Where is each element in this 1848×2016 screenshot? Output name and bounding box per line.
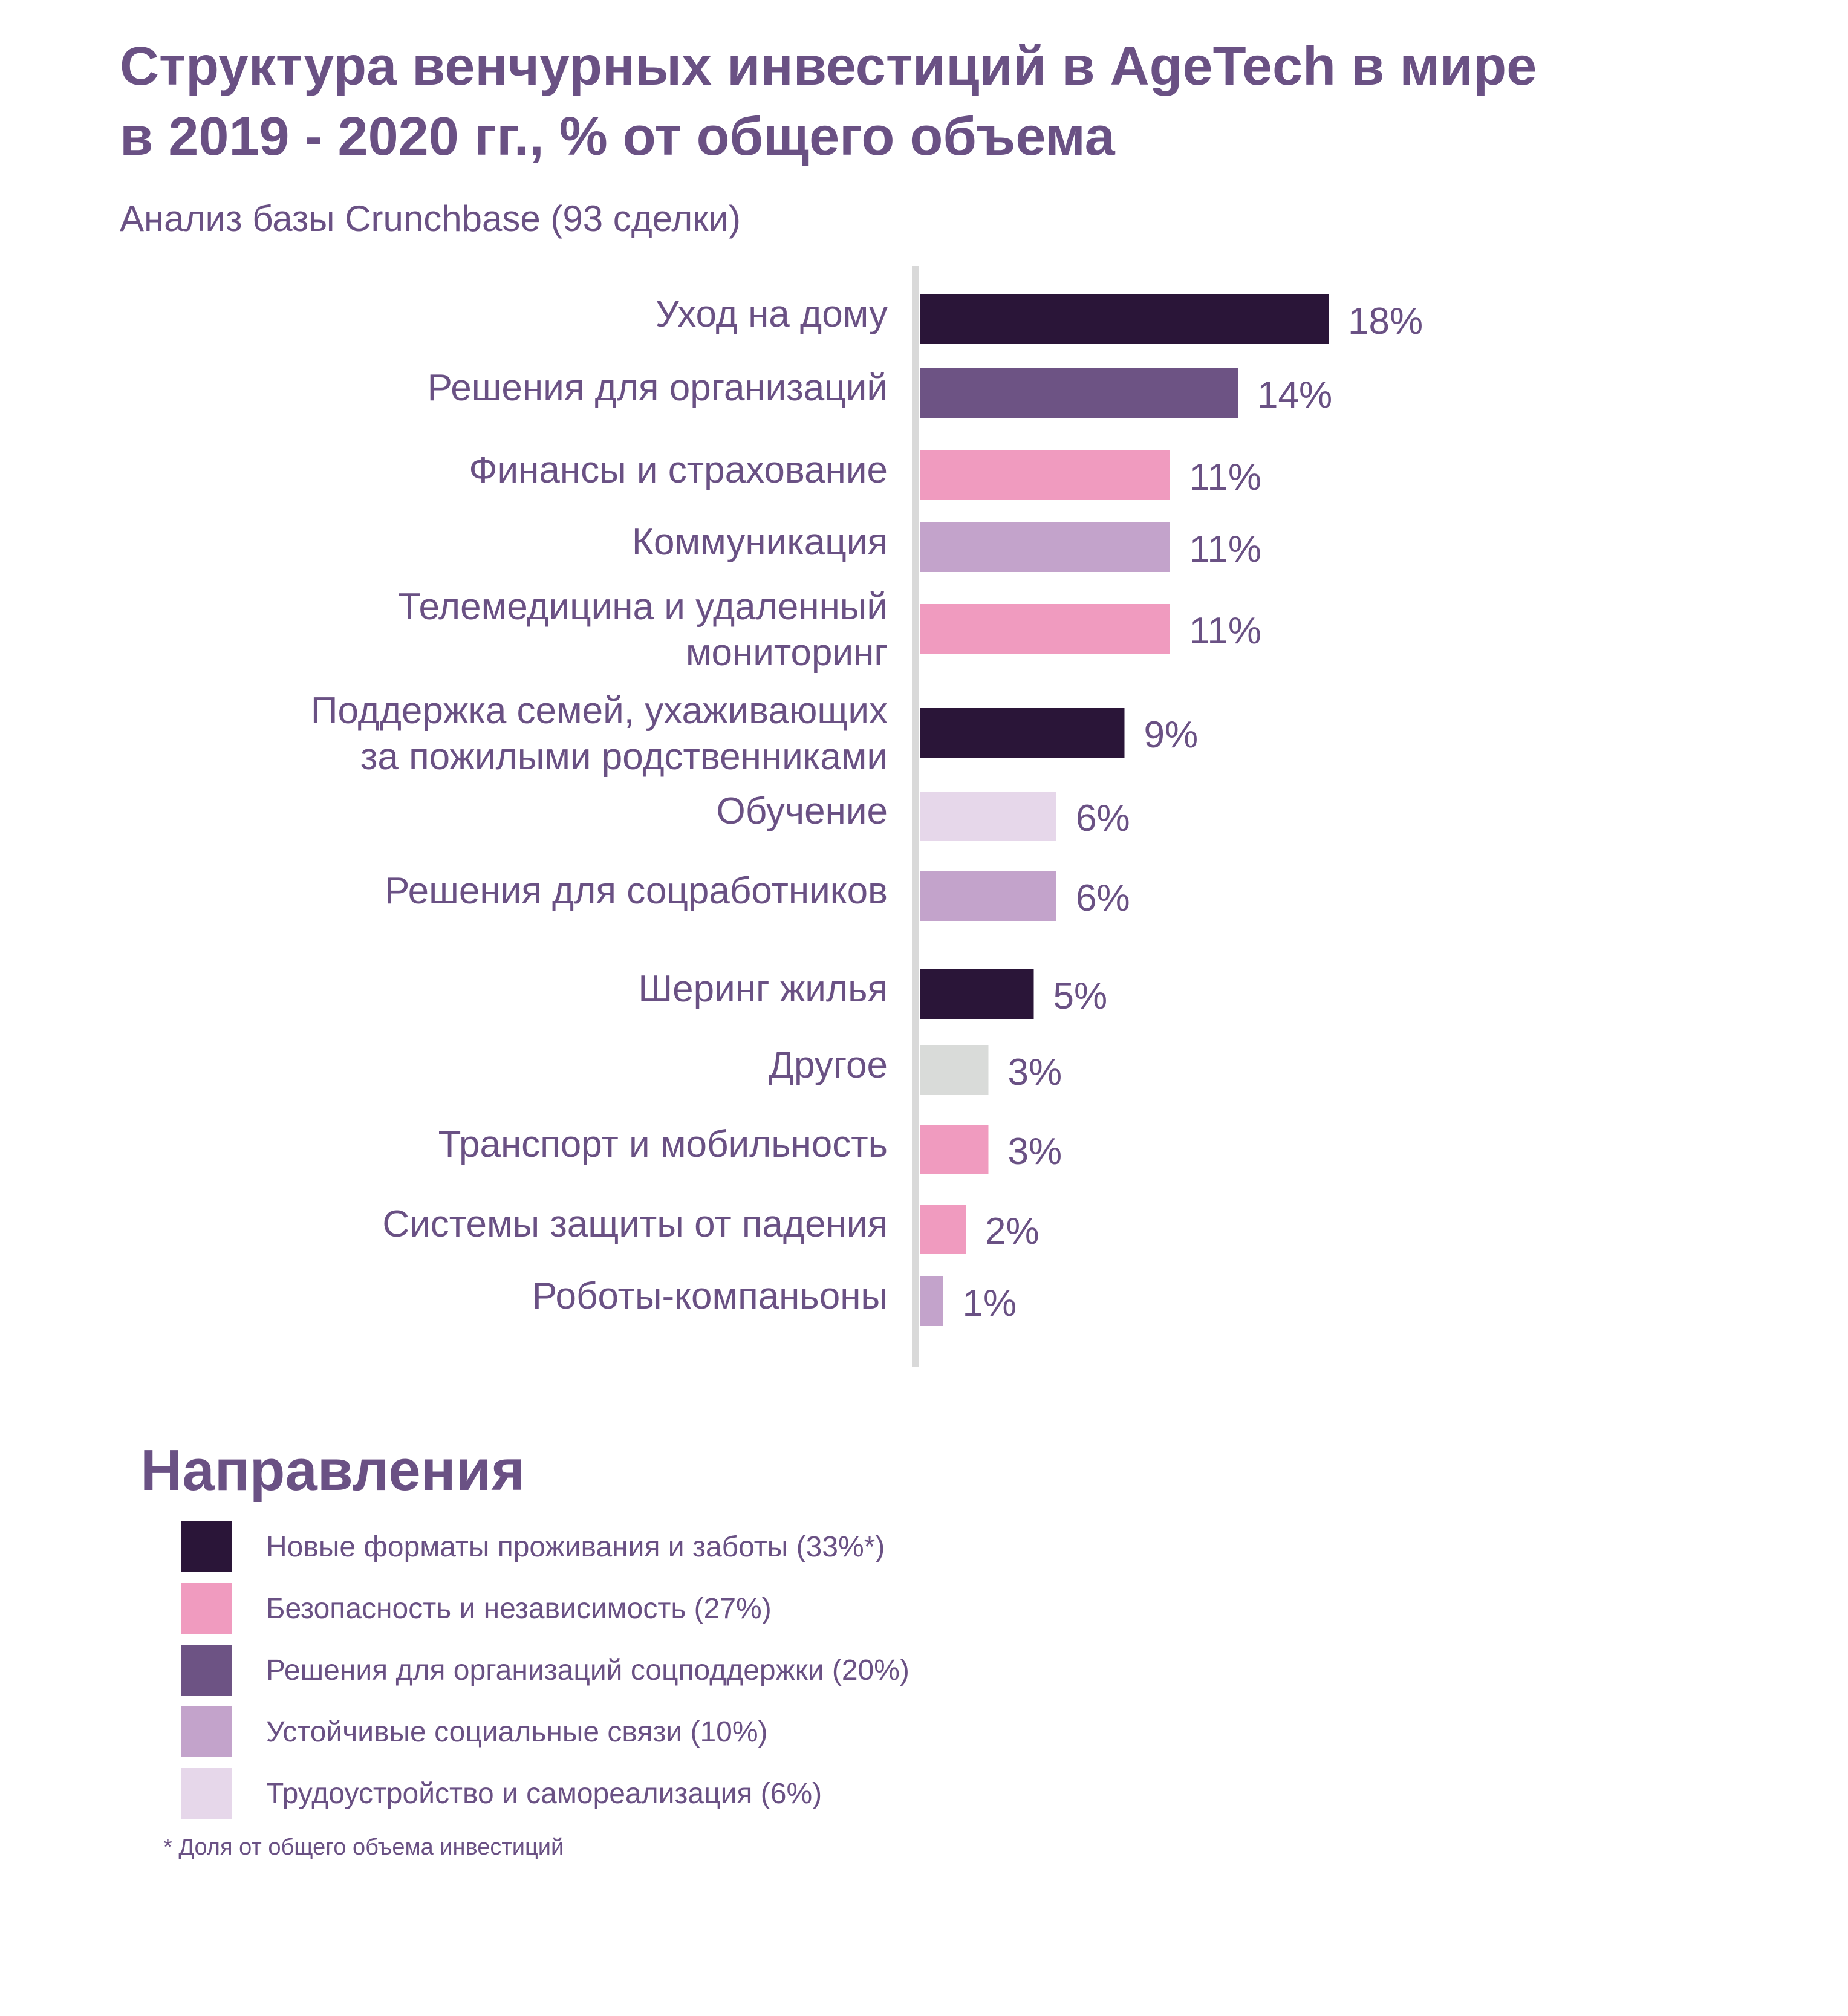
category-label-7: Решения для соцработников — [385, 870, 888, 912]
category-label-12: Роботы-компаньоны — [532, 1275, 888, 1317]
legend-label-0: Новые форматы проживания и заботы (33%*) — [266, 1531, 885, 1563]
value-label-7: 6% — [1076, 877, 1130, 919]
bar-7 — [920, 871, 1056, 921]
category-label-0: Уход на дому — [656, 293, 888, 335]
category-label-11: Системы защиты от падения — [382, 1203, 888, 1245]
bar-chart: 18% Уход на дому 14% Решения для организаци… — [311, 266, 1423, 1367]
bar-0 — [920, 294, 1329, 344]
value-label-0: 18% — [1348, 301, 1423, 342]
legend-label-2: Решения для организаций соцподдержки (20… — [266, 1654, 909, 1686]
value-label-8: 5% — [1053, 975, 1108, 1017]
category-label-1: Решения для организаций — [428, 367, 888, 409]
bar-3 — [920, 522, 1170, 572]
bar-10 — [920, 1125, 989, 1174]
footnote: * Доля от общего объема инвестиций — [163, 1835, 564, 1860]
chart-subtitle: Анализ базы Crunchbase (93 сделки) — [120, 198, 741, 239]
category-label-6: Обучение — [716, 790, 888, 832]
category-label-10: Транспорт и мобильность — [438, 1123, 888, 1165]
legend-swatch-2 — [181, 1645, 232, 1696]
legend-label-1: Безопасность и независимость (27%) — [266, 1593, 772, 1625]
bar-8 — [920, 969, 1034, 1019]
bar-4 — [920, 604, 1170, 654]
value-label-3: 11% — [1189, 528, 1262, 570]
value-label-4: 11% — [1189, 610, 1262, 652]
category-label-4-line-0: Телемедицина и удаленный — [398, 586, 888, 628]
chart-title: Структура венчурных инвестиций в AgeTech… — [120, 31, 1752, 172]
value-label-10: 3% — [1008, 1131, 1062, 1172]
category-label-2: Финансы и страхование — [469, 449, 888, 491]
legend-swatch-3 — [181, 1706, 232, 1757]
value-label-11: 2% — [985, 1211, 1040, 1252]
category-label-9: Другое — [769, 1044, 888, 1086]
category-label-8: Шеринг жилья — [638, 968, 888, 1010]
bar-9 — [920, 1045, 989, 1095]
category-label-4-line-1: мониторинг — [686, 632, 888, 674]
value-label-6: 6% — [1076, 798, 1130, 839]
value-label-9: 3% — [1008, 1052, 1062, 1093]
legend-swatch-0 — [181, 1521, 232, 1572]
bar-5 — [920, 708, 1125, 758]
legend-title: Направления — [140, 1438, 525, 1503]
bar-6 — [920, 792, 1056, 841]
legend-swatch-4 — [181, 1768, 232, 1819]
bar-11 — [920, 1205, 966, 1254]
bars: 18% Уход на дому 14% Решения для организаци… — [311, 293, 1423, 1326]
category-label-5-line-1: за пожилыми родственниками — [360, 736, 888, 778]
value-label-5: 9% — [1144, 714, 1199, 756]
bar-2 — [920, 450, 1170, 500]
bar-1 — [920, 368, 1238, 418]
category-label-5-line-0: Поддержка семей, ухаживающих — [311, 690, 888, 732]
legend-swatch-1 — [181, 1583, 232, 1634]
category-label-3: Коммуникация — [632, 521, 888, 563]
legend-label-4: Трудоустройство и самореализация (6%) — [266, 1778, 822, 1810]
value-label-12: 1% — [963, 1283, 1017, 1324]
chart-title-line-2: в 2019 - 2020 гг., % от общего объема — [120, 106, 1115, 167]
bar-12 — [920, 1276, 943, 1326]
legend-label-3: Устойчивые социальные связи (10%) — [266, 1716, 768, 1748]
chart-title-line-1: Структура венчурных инвестиций в AgeTech… — [120, 36, 1537, 97]
value-label-2: 11% — [1189, 457, 1262, 498]
value-label-1: 14% — [1257, 374, 1332, 416]
category-axis-line — [912, 266, 919, 1367]
